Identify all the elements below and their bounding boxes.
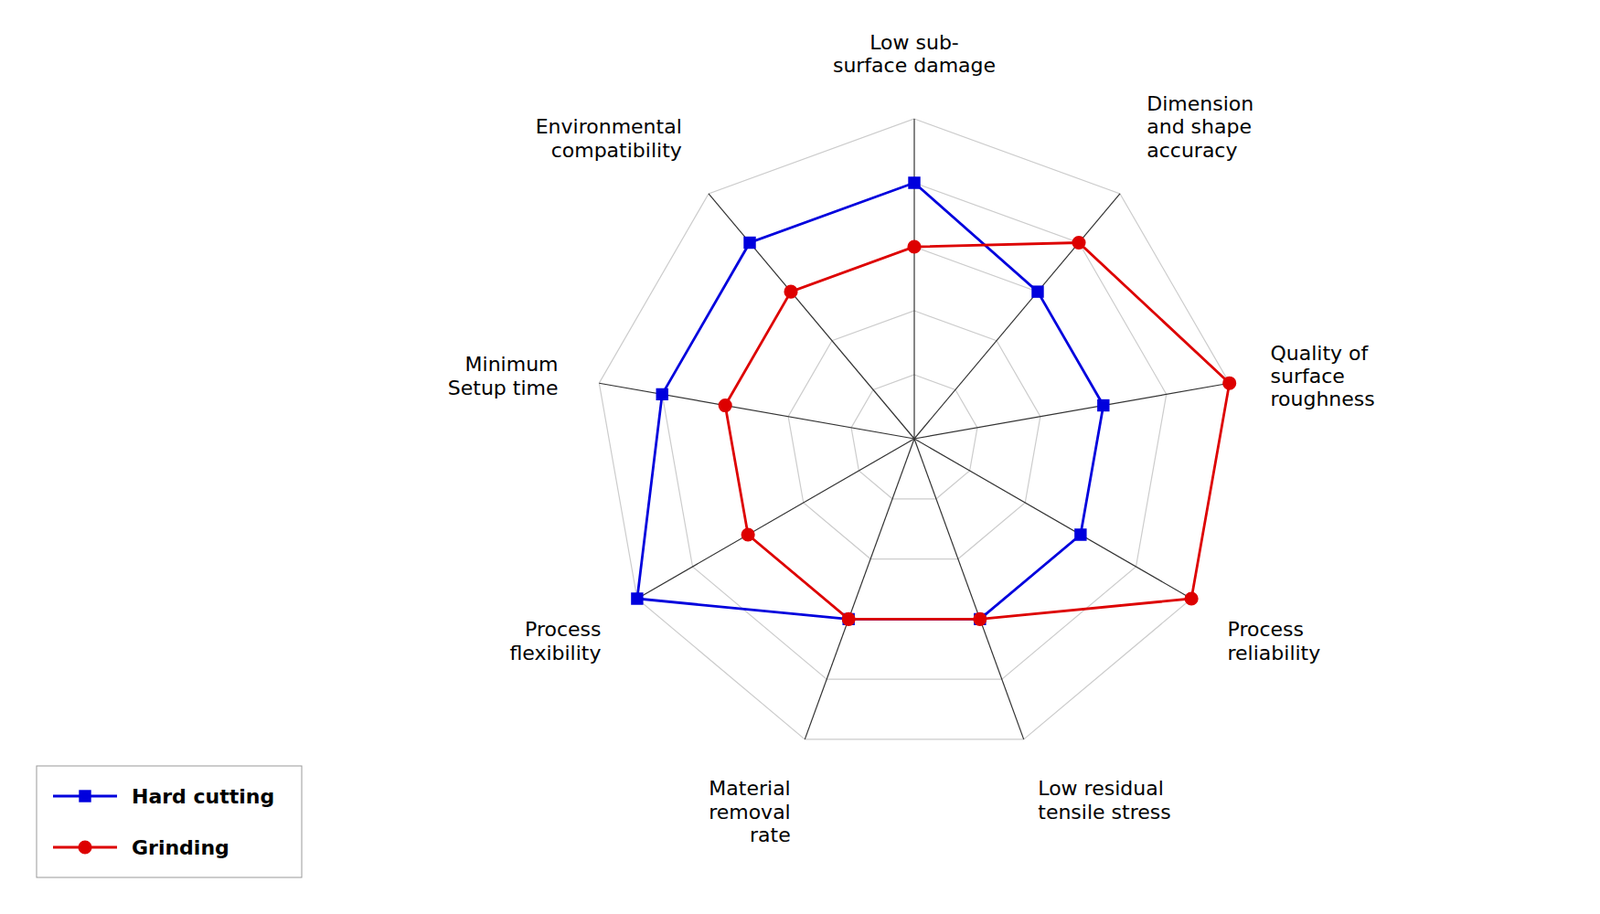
spoke	[637, 438, 915, 599]
legend-item: Grinding	[53, 836, 230, 860]
marker	[1222, 376, 1237, 391]
category-label: Quality ofsurfaceroughness	[1269, 341, 1375, 412]
category-labels: Low sub-surface damage Dimensionand shape…	[448, 31, 1376, 847]
category-label: Low sub-surface damage	[832, 31, 996, 77]
radar: Low sub-surface damage Dimensionand shape…	[448, 31, 1376, 847]
spokes	[598, 118, 1229, 740]
category-label: Processflexibility	[509, 618, 601, 664]
category-label: Materialremovalrate	[708, 777, 791, 847]
marker	[1074, 528, 1087, 541]
plot-area	[630, 176, 1237, 627]
spoke	[914, 438, 1024, 740]
marker	[783, 285, 798, 299]
series-line	[637, 182, 1104, 619]
marker	[718, 398, 733, 413]
legend-item: Hard cutting	[53, 785, 275, 809]
marker	[743, 236, 756, 249]
marker	[906, 239, 921, 254]
spoke	[913, 118, 915, 439]
marker	[741, 527, 756, 542]
grid-line	[598, 118, 1229, 740]
chart: Low sub-surface damage Dimensionand shape…	[0, 0, 1600, 914]
grid	[598, 118, 1229, 740]
marker	[1097, 399, 1110, 412]
category-label: Dimensionand shapeaccuracy	[1146, 92, 1254, 162]
marker	[842, 613, 854, 626]
category-label: Low residualtensile stress	[1037, 777, 1171, 823]
spoke	[914, 438, 1192, 599]
marker	[630, 592, 643, 605]
legend-box	[36, 766, 302, 878]
category-label: MinimumSetup time	[448, 352, 559, 399]
legend-marker	[77, 840, 92, 854]
spoke	[804, 438, 915, 740]
marker	[842, 612, 856, 627]
marker	[907, 176, 920, 189]
legend-label: Grinding	[131, 836, 230, 860]
marker	[1184, 591, 1199, 606]
category-label: Environmentalcompatibility	[535, 115, 683, 161]
spoke	[708, 193, 915, 439]
marker	[973, 613, 986, 626]
legend-label: Hard cutting	[131, 785, 275, 809]
series	[718, 235, 1238, 627]
legend: Hard cutting Grinding	[36, 766, 302, 878]
spoke	[914, 383, 1230, 439]
marker	[972, 612, 987, 627]
spoke	[598, 383, 915, 439]
legend-marker	[78, 789, 91, 802]
category-label: Processreliability	[1227, 618, 1322, 664]
spoke	[914, 193, 1120, 439]
marker	[1031, 285, 1044, 298]
marker	[656, 388, 669, 401]
marker	[1071, 235, 1086, 250]
series-line	[725, 243, 1229, 620]
